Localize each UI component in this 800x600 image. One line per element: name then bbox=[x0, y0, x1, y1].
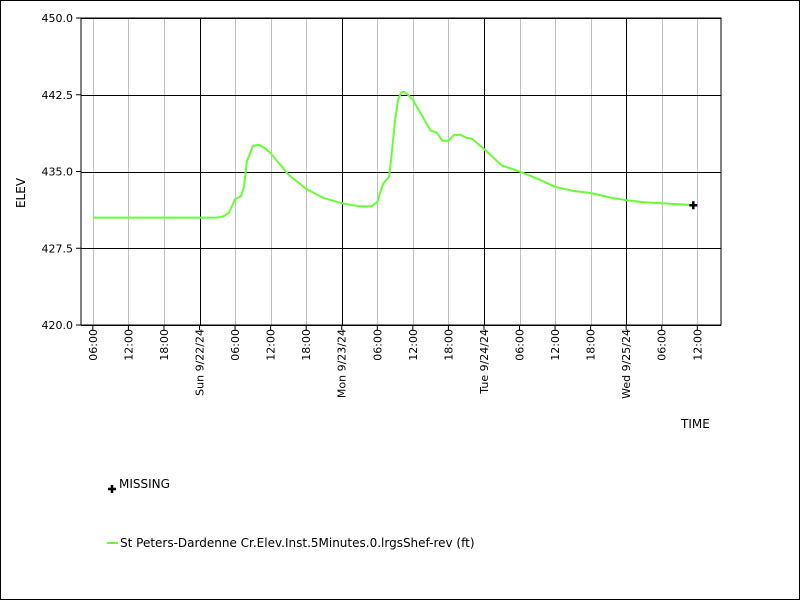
x-tick-label: 06:00 bbox=[87, 329, 100, 361]
grid bbox=[81, 18, 721, 326]
x-tick-label: 12:00 bbox=[691, 329, 704, 361]
x-tick-label: 12:00 bbox=[549, 329, 562, 361]
y-axis: 420.0 427.5 435.0 442.5 450.0 bbox=[42, 12, 81, 332]
y-tick-label: 420.0 bbox=[42, 319, 74, 332]
legend-series-label: St Peters-Dardenne Cr.Elev.Inst.5Minutes… bbox=[120, 536, 475, 550]
x-tick-label: Tue 9/24/24 bbox=[478, 329, 491, 395]
x-tick-label: 12:00 bbox=[122, 329, 135, 361]
x-tick-label: 06:00 bbox=[514, 329, 527, 361]
missing-point bbox=[689, 201, 698, 210]
y-axis-title: ELEV bbox=[14, 177, 28, 208]
x-axis-title: TIME bbox=[680, 417, 710, 431]
x-tick-label: 06:00 bbox=[229, 329, 242, 361]
elevation-series-line bbox=[92, 90, 698, 219]
y-tick-label: 427.5 bbox=[42, 242, 74, 255]
y-tick-label: 442.5 bbox=[42, 89, 74, 102]
x-tick-label: Sun 9/22/24 bbox=[194, 329, 207, 396]
x-tick-label: 18:00 bbox=[442, 329, 455, 361]
plot-area bbox=[80, 17, 722, 326]
x-tick-label: 18:00 bbox=[158, 329, 171, 361]
x-tick-label: 18:00 bbox=[585, 329, 598, 361]
x-axis: 06:00 12:00 18:00 Sun 9/22/24 06:00 12:00 18:0… bbox=[87, 325, 704, 399]
x-tick-label: 06:00 bbox=[371, 329, 384, 361]
missing-legend-icon bbox=[107, 479, 117, 493]
series-legend-swatch bbox=[107, 542, 118, 544]
x-tick-label: Wed 9/25/24 bbox=[620, 329, 633, 399]
x-tick-label: 12:00 bbox=[265, 329, 278, 361]
missing-marker bbox=[689, 201, 698, 210]
x-tick-label: Mon 9/23/24 bbox=[336, 329, 349, 398]
y-tick-label: 450.0 bbox=[42, 12, 74, 25]
legend-missing-label: MISSING bbox=[119, 477, 170, 491]
x-tick-label: 12:00 bbox=[407, 329, 420, 361]
y-tick-label: 435.0 bbox=[42, 166, 74, 179]
x-tick-label: 18:00 bbox=[300, 329, 313, 361]
x-tick-label: 06:00 bbox=[656, 329, 669, 361]
